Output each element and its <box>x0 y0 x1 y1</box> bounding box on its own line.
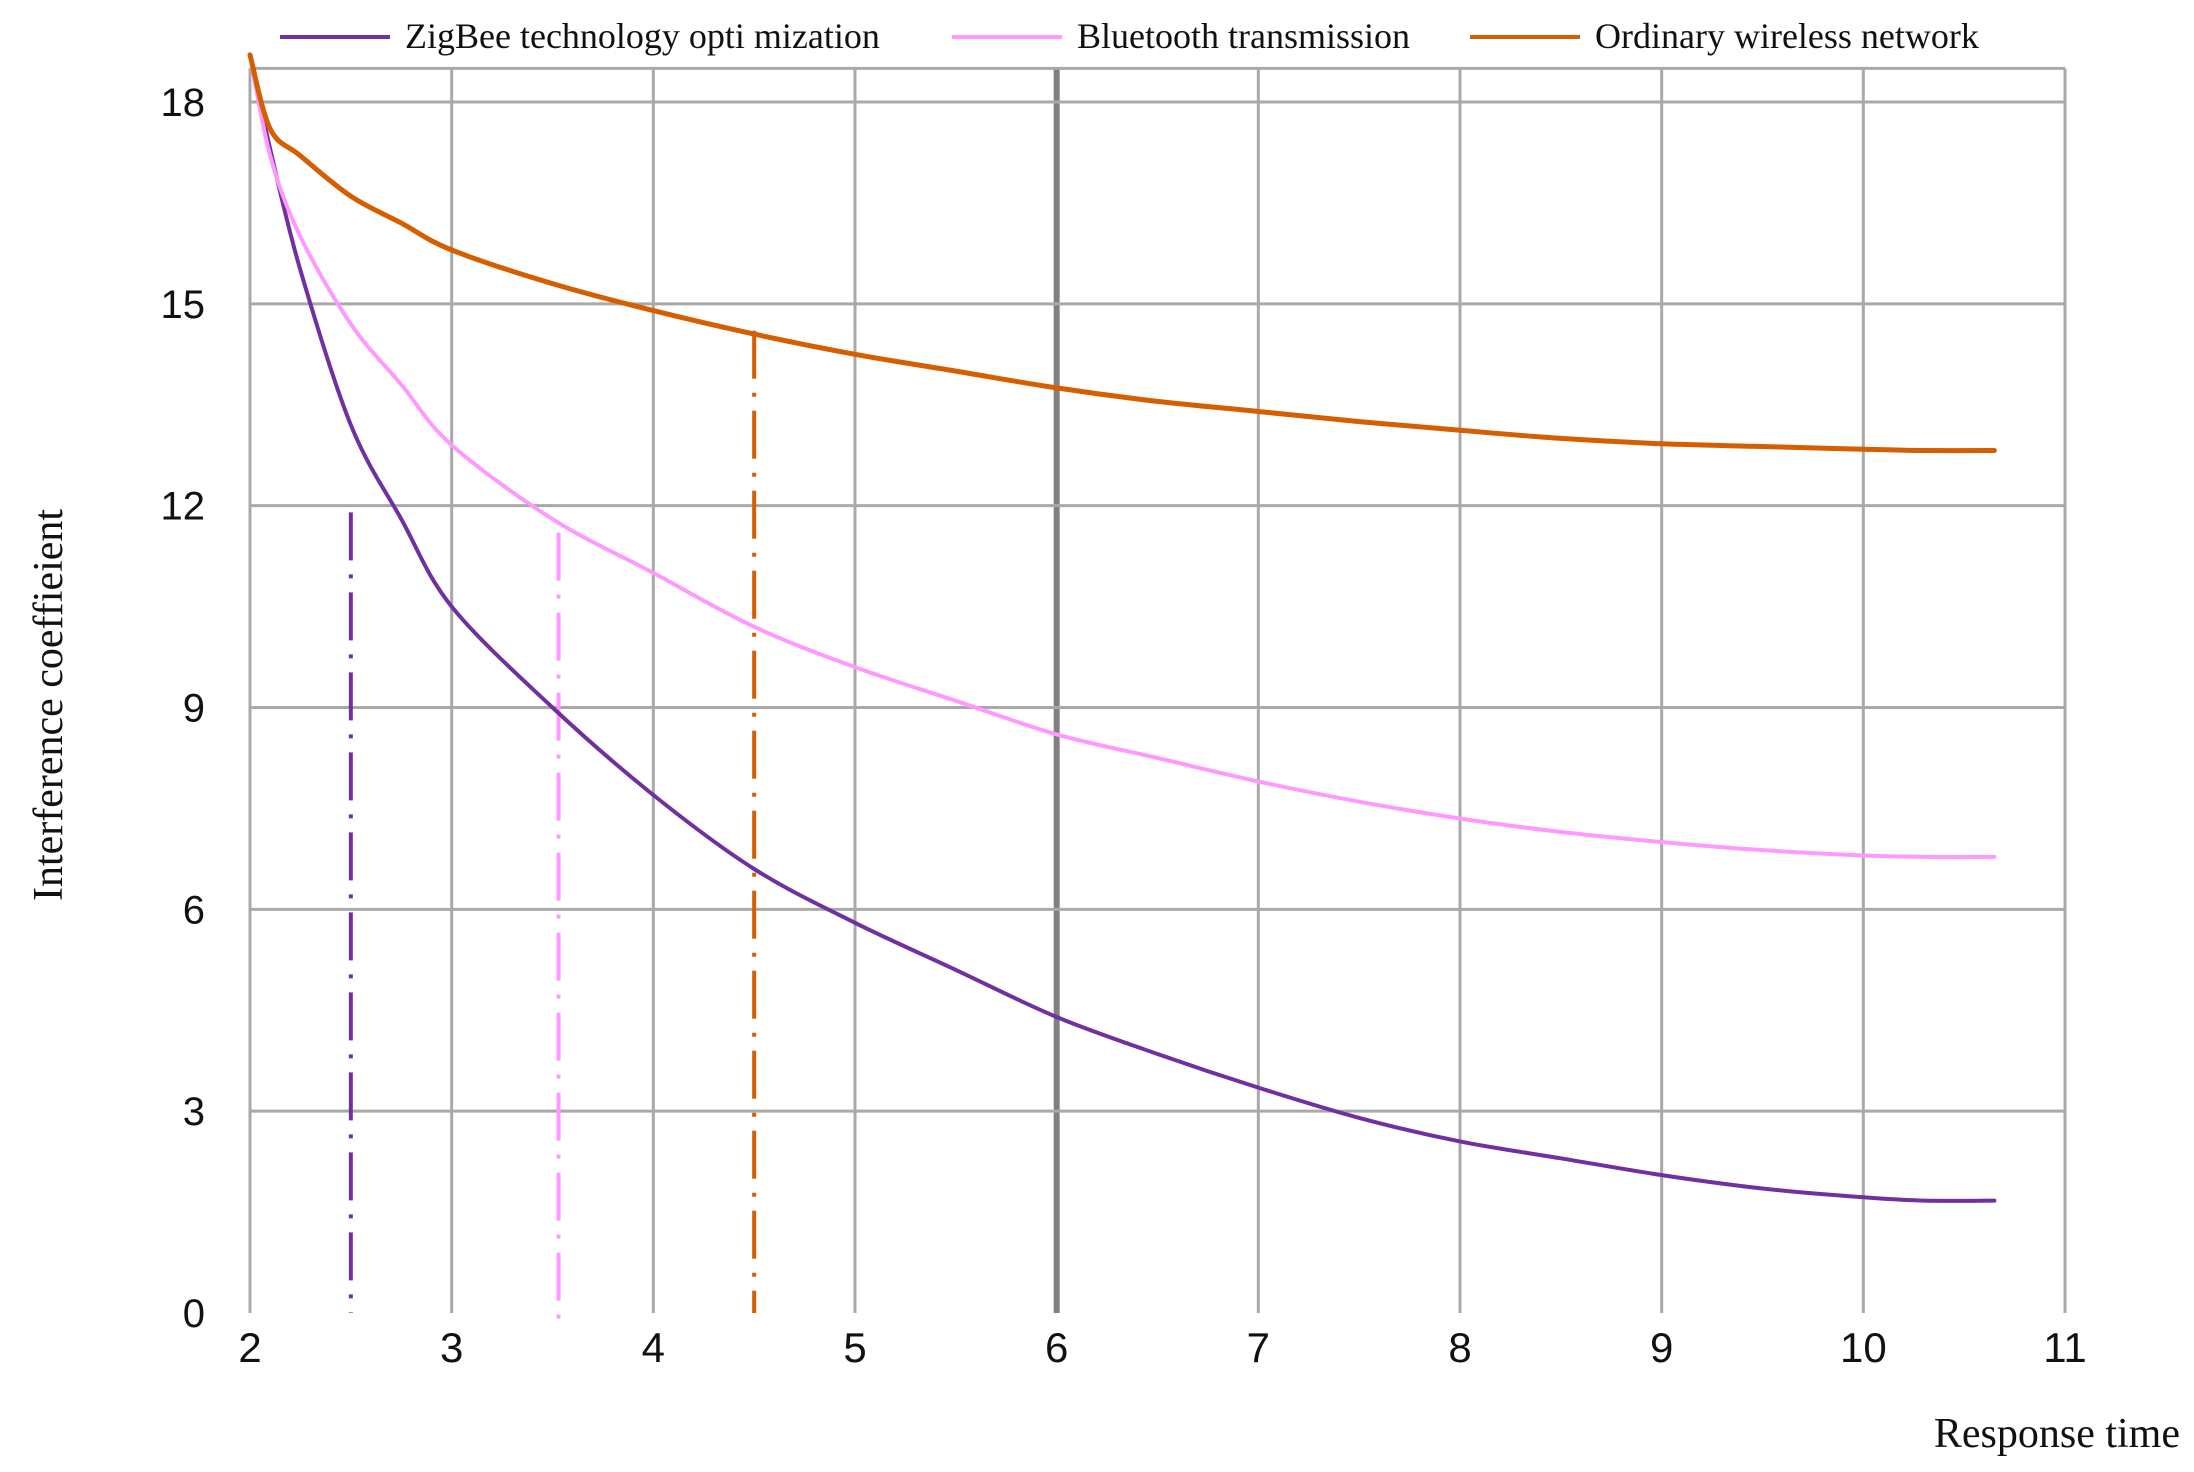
y-tick-label: 15 <box>161 283 206 327</box>
y-tick-label: 9 <box>183 687 205 731</box>
series-line-2 <box>248 52 1997 859</box>
legend-label-1: ZigBee technology opti mization <box>405 16 880 56</box>
y-tick-label: 18 <box>161 81 206 125</box>
x-tick-labels: 2 3 4 5 6 7 8 9 10 11 <box>238 1324 2086 1371</box>
y-tick-label: 6 <box>183 888 205 932</box>
x-tick-label: 11 <box>2043 1324 2087 1371</box>
series-lines <box>247 52 1997 1203</box>
legend-label-3: Ordinary wireless network <box>1595 16 1979 56</box>
x-tick-label: 7 <box>1247 1324 1270 1371</box>
x-tick-label: 3 <box>440 1324 463 1371</box>
y-axis-title: Interference coeffieient <box>26 509 72 901</box>
x-tick-label: 8 <box>1448 1324 1471 1371</box>
x-tick-label: 2 <box>238 1324 261 1371</box>
x-tick-label: 4 <box>642 1324 665 1371</box>
y-tick-labels: 0 3 6 9 12 15 18 <box>161 81 206 1336</box>
x-tick-label: 6 <box>1045 1324 1068 1371</box>
series-line-1 <box>248 52 1997 1203</box>
x-tick-label: 5 <box>843 1324 866 1371</box>
legend: ZigBee technology opti mization Bluetooth… <box>280 16 1979 56</box>
y-tick-label: 3 <box>183 1090 205 1134</box>
x-tick-label: 10 <box>1840 1324 1887 1371</box>
grid <box>248 66 2067 1313</box>
y-tick-label: 0 <box>183 1292 205 1336</box>
legend-label-2: Bluetooth transmission <box>1077 16 1410 56</box>
y-tick-label: 12 <box>161 485 206 529</box>
x-axis-title: Response time <box>1934 1411 2180 1457</box>
x-tick-label: 9 <box>1650 1324 1673 1371</box>
series-line-3 <box>247 52 1997 454</box>
reference-markers <box>348 330 757 1327</box>
